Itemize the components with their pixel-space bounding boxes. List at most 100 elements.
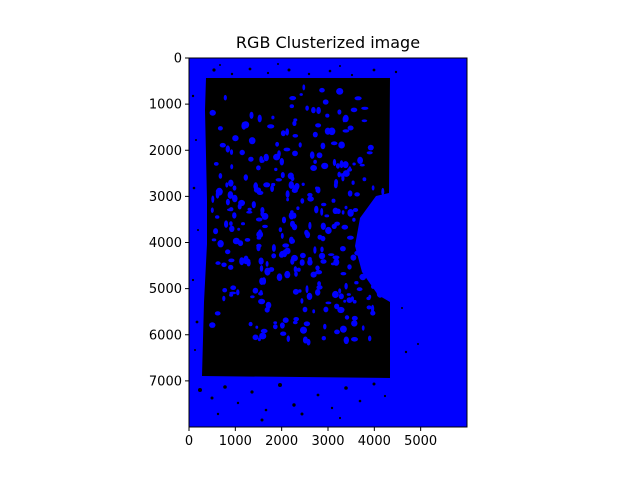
y-axis: 0 1000 2000 3000 4000 5000 6000 7000	[149, 52, 189, 389]
particle-blob	[258, 298, 266, 305]
particle-blob	[276, 273, 283, 282]
particle-blob	[323, 323, 327, 330]
particle-blob	[280, 232, 284, 239]
particle-blob	[279, 250, 287, 257]
particle-blob	[341, 224, 349, 230]
particle-blob	[282, 317, 289, 324]
particle-blob	[324, 214, 330, 218]
particle-blob	[261, 212, 269, 220]
particle-blob	[256, 165, 261, 171]
particle-blob	[347, 125, 354, 131]
particle-blob	[301, 182, 305, 186]
particle-blob	[342, 116, 346, 123]
particle-blob	[338, 288, 342, 294]
particle-blob	[372, 232, 377, 240]
particle-blob	[323, 306, 329, 313]
particle-blob	[315, 123, 322, 128]
particle-blob	[248, 321, 253, 327]
particle-blob	[241, 121, 247, 130]
particle-blob	[366, 151, 373, 155]
particle-blob	[307, 192, 313, 197]
particle-blob	[211, 195, 215, 203]
particle-blob	[337, 306, 345, 314]
chart-title: RGB Clusterized image	[235, 33, 421, 52]
particle-blob	[273, 324, 278, 330]
particle-blob	[239, 149, 245, 156]
particle-blob	[320, 235, 326, 242]
particle-blob	[351, 180, 355, 185]
particle-blob	[303, 321, 311, 327]
particle-blob	[280, 331, 287, 336]
particle-blob	[218, 173, 223, 179]
particle-blob	[230, 285, 237, 291]
particle-blob	[305, 105, 309, 111]
particle-blob	[217, 240, 224, 248]
particle-blob	[260, 328, 268, 334]
particle-blob	[377, 279, 382, 284]
particle-blob	[283, 147, 291, 152]
particle-blob	[319, 87, 325, 93]
particle-blob	[289, 96, 297, 101]
particle-blob	[340, 325, 347, 333]
particle-blob	[368, 294, 372, 299]
particle-blob	[270, 185, 274, 192]
y-tick-label: 0	[174, 52, 182, 67]
particle-blob	[299, 93, 303, 96]
particle-blob	[243, 258, 251, 263]
particle-blob	[261, 277, 267, 285]
particle-blob	[248, 156, 254, 162]
particle-blob	[275, 141, 279, 147]
particle-blob	[271, 244, 276, 252]
particle-blob	[221, 262, 227, 268]
particle-blob	[271, 115, 275, 120]
particle-blob	[336, 88, 344, 95]
particle-blob	[333, 258, 340, 266]
particle-blob	[253, 187, 262, 193]
particle-blob	[328, 127, 336, 136]
x-tick-label: 2000	[265, 434, 298, 449]
particle-blob	[311, 106, 316, 114]
particle-blob	[255, 217, 263, 222]
x-tick-label: 5000	[404, 434, 437, 449]
particle-blob	[232, 194, 238, 203]
particle-blob	[332, 290, 339, 299]
particle-blob	[296, 206, 300, 210]
particle-blob	[328, 253, 335, 256]
particle-blob	[376, 289, 384, 298]
particle-blob	[225, 145, 230, 153]
y-tick-label: 4000	[149, 236, 182, 251]
particle-blob	[298, 289, 302, 293]
particle-blob	[361, 119, 368, 123]
particle-blob	[338, 293, 344, 300]
particle-blob	[362, 256, 368, 263]
x-tick-label: 1000	[219, 434, 252, 449]
particle-blob	[252, 334, 259, 341]
particle-blob	[381, 231, 385, 238]
particle-blob	[265, 261, 269, 267]
particle-blob	[342, 129, 350, 133]
particle-blob	[321, 162, 329, 170]
particle-blob	[215, 215, 220, 219]
particle-blob	[274, 167, 278, 172]
particle-blob	[350, 254, 357, 261]
particle-blob	[340, 272, 347, 276]
particle-blob	[300, 198, 305, 204]
particle-blob	[308, 221, 312, 230]
particle-blob	[306, 338, 311, 346]
particle-blob	[371, 185, 375, 191]
particle-blob	[315, 265, 320, 271]
particle-blob	[359, 163, 365, 167]
particle-blob	[230, 164, 234, 170]
particle-blob	[313, 246, 317, 254]
particle-blob	[312, 309, 316, 314]
particle-blob	[344, 205, 348, 210]
particle-blob	[322, 99, 329, 105]
particle-blob	[354, 281, 359, 285]
particle-blob	[325, 226, 332, 235]
particle-blob	[351, 320, 358, 327]
particle-blob	[215, 191, 220, 199]
particle-blob	[259, 159, 265, 163]
particle-blob	[300, 298, 304, 304]
particle-blob	[241, 222, 245, 226]
particle-blob	[356, 287, 363, 292]
